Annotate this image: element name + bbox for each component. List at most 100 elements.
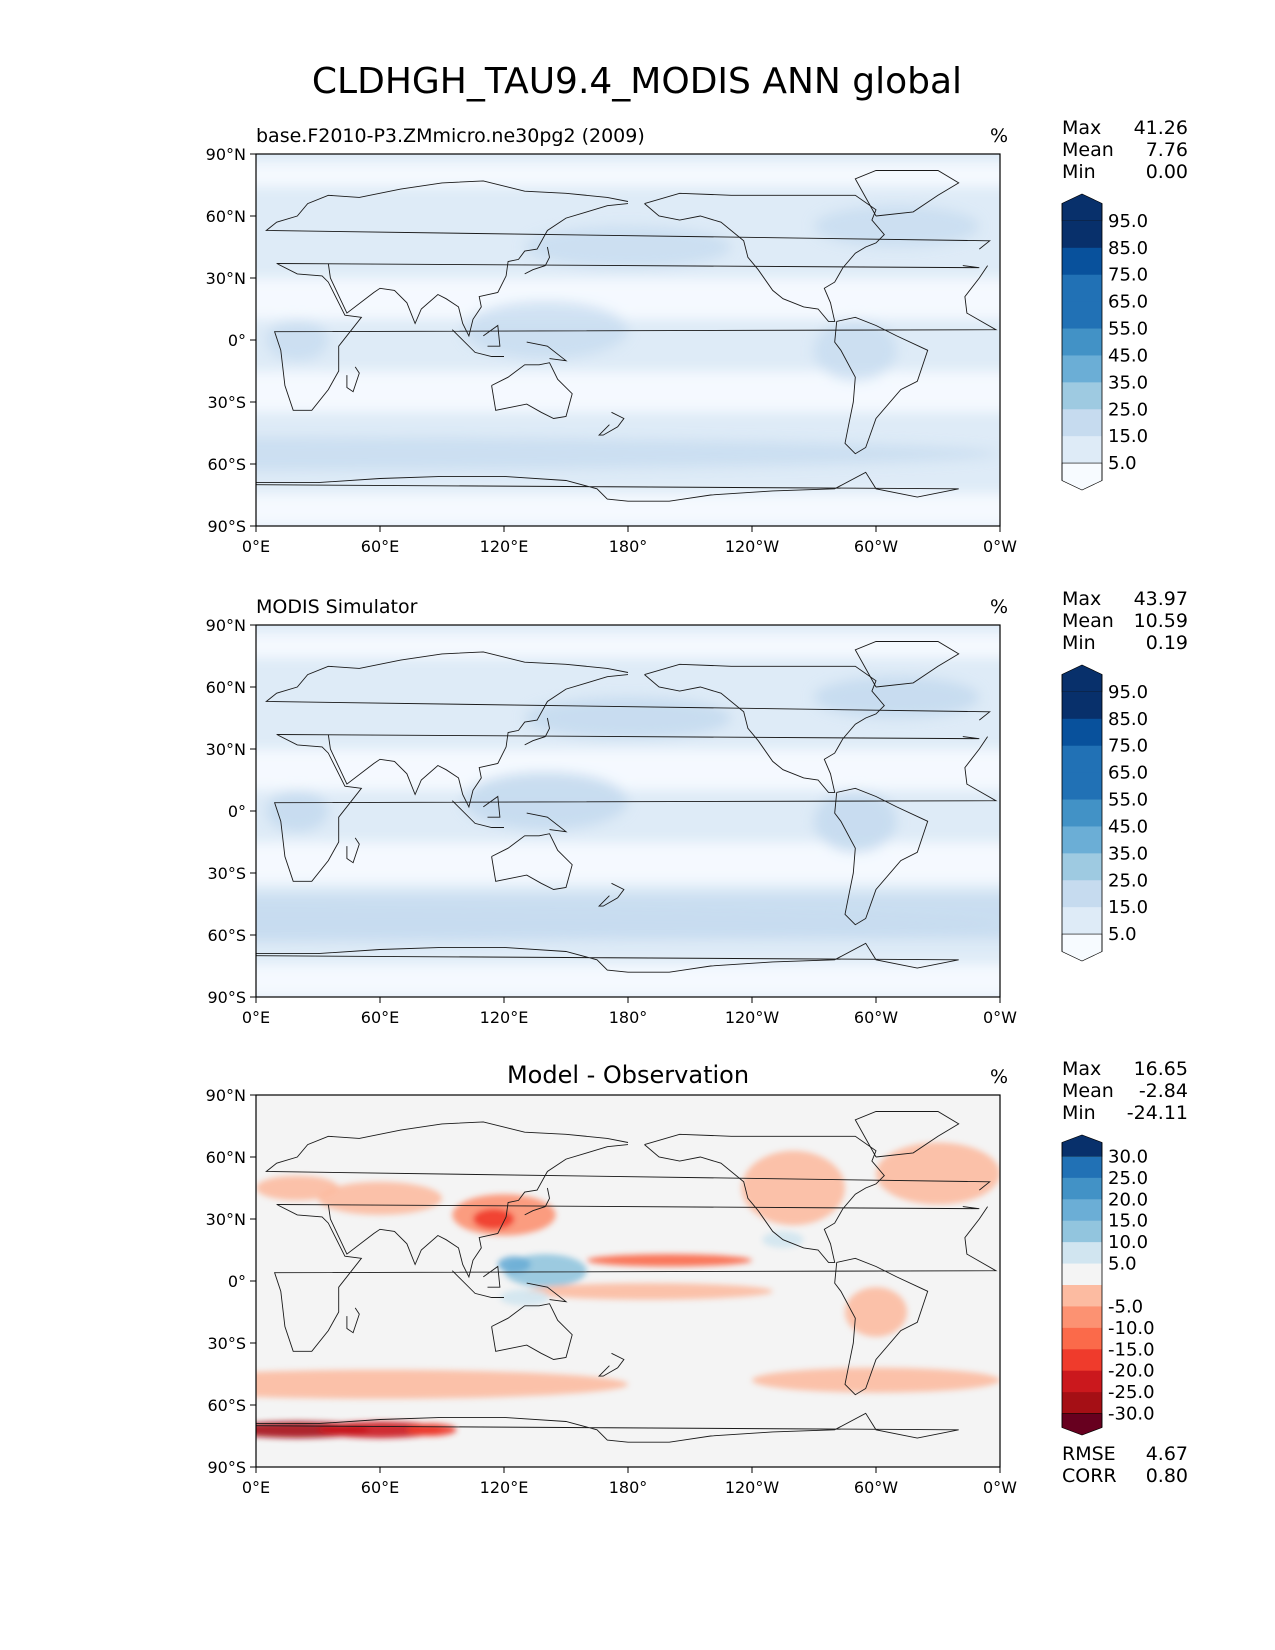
- colorbar-extend-top: [1061, 664, 1103, 693]
- contour-low-band: [256, 842, 1000, 884]
- colorbar-extend-bottom: [1061, 1413, 1103, 1436]
- lon-tick-label: 180°: [609, 1478, 648, 1497]
- colorbar-extend-bottom: [1061, 933, 1103, 962]
- colorbar-bin: [1062, 1306, 1102, 1329]
- map-field: [256, 1095, 1000, 1467]
- lon-tick-label: 60°E: [361, 1478, 399, 1497]
- stat-value: 0.00: [1146, 161, 1188, 183]
- lon-tick-label: 60°W: [854, 537, 898, 556]
- stat-label: Mean: [1062, 610, 1114, 632]
- lat-tick-label: 30°N: [206, 269, 246, 288]
- coastline: [346, 1307, 360, 1334]
- colorbar-tick-label: 10.0: [1108, 1232, 1148, 1253]
- contour-diff-region: [845, 1287, 907, 1337]
- coastline: [598, 1352, 625, 1377]
- contour-low-band: [256, 278, 1000, 320]
- coastline: [526, 1282, 568, 1303]
- colorbar-bin: [1062, 1392, 1102, 1415]
- stat-label: Max: [1062, 117, 1101, 139]
- colorbar-bin: [1062, 382, 1102, 410]
- colorbar-tick-label: -10.0: [1108, 1318, 1155, 1339]
- coastline: [491, 362, 573, 419]
- coastline: [524, 246, 550, 275]
- colorbar-bin: [1062, 691, 1102, 720]
- colorbar-tick-label: 85.0: [1108, 238, 1148, 259]
- colorbar-bin: [1062, 799, 1102, 827]
- colorbar-bin: [1062, 1177, 1102, 1200]
- contour-high-region: [814, 676, 980, 718]
- contour-diff-region: [406, 1423, 457, 1437]
- contour-high-region: [524, 697, 732, 739]
- lat-tick-label: 30°S: [207, 864, 246, 883]
- coastline: [256, 1412, 959, 1443]
- lat-tick-label: 30°S: [207, 1334, 246, 1353]
- colorbar-extend-top: [1061, 193, 1103, 222]
- colorbar-bin: [1062, 220, 1102, 249]
- panel-title: Model - Observation: [507, 1061, 749, 1089]
- lat-tick-label: 90°N: [206, 145, 246, 164]
- coastline: [644, 192, 885, 322]
- contour-low-band: [256, 162, 1000, 188]
- panel-title: base.F2010-P3.ZMmicro.ne30pg2 (2009): [256, 125, 645, 147]
- coastline: [273, 734, 998, 882]
- lon-tick-label: 0°W: [983, 1008, 1017, 1027]
- contour-diff-region: [586, 1254, 752, 1267]
- colorbar-tick-label: 65.0: [1108, 292, 1148, 313]
- field-background: [256, 1095, 1000, 1467]
- coastline: [451, 800, 504, 828]
- colorbar-tick-label: 25.0: [1108, 399, 1148, 420]
- colorbar-tick-label: 35.0: [1108, 843, 1148, 864]
- stat-value: 43.97: [1134, 588, 1188, 610]
- lat-tick-label: 30°N: [206, 1210, 246, 1229]
- map-panel-3: Model - Observation % 90°N 60°N 30°N 0° 30°S 60…: [206, 1058, 1188, 1497]
- colorbar-tick-label: 75.0: [1108, 265, 1148, 286]
- lat-tick-label: 30°N: [206, 740, 246, 759]
- map-panel-1: base.F2010-P3.ZMmicro.ne30pg2 (2009) % 90°…: [206, 117, 1188, 556]
- lat-tick-label: 90°N: [206, 1086, 246, 1105]
- lat-tick-label: 0°: [228, 1272, 246, 1291]
- colorbar-tick-label: 15.0: [1108, 1211, 1148, 1232]
- contour-high-region: [814, 790, 897, 853]
- coastline: [598, 411, 625, 436]
- stat-value: 10.59: [1134, 610, 1188, 632]
- units-label: %: [990, 1066, 1008, 1088]
- figure-title: CLDHGH_TAU9.4_MODIS ANN global: [312, 61, 962, 102]
- colorbar-bin: [1062, 1156, 1102, 1179]
- stat-label: Min: [1062, 632, 1096, 654]
- colorbar-tick-label: 35.0: [1108, 372, 1148, 393]
- units-label: %: [990, 125, 1008, 147]
- colorbar-bin: [1062, 880, 1102, 908]
- coastline: [524, 717, 550, 746]
- contour-high-region: [524, 226, 732, 268]
- colorbar-tick-label: -20.0: [1108, 1361, 1155, 1382]
- colorbar-bin: [1062, 1242, 1102, 1265]
- contour-diff-region: [473, 1208, 515, 1230]
- map-field: [256, 154, 1000, 526]
- colorbar-tick-label: 45.0: [1108, 816, 1148, 837]
- coastlines: [256, 641, 998, 973]
- extra-stat-label: RMSE: [1062, 1443, 1116, 1465]
- lat-tick-label: 60°S: [207, 455, 246, 474]
- lat-tick-label: 30°S: [207, 393, 246, 412]
- colorbar-bin: [1062, 301, 1102, 330]
- lon-tick-label: 60°W: [854, 1478, 898, 1497]
- colorbar-tick-label: 95.0: [1108, 682, 1148, 703]
- colorbar-tick-label: 15.0: [1108, 426, 1148, 447]
- contour-diff-region: [876, 1142, 1000, 1205]
- contour-high-region: [814, 205, 980, 247]
- lon-tick-label: 0°W: [983, 1478, 1017, 1497]
- colorbar: 95.0 85.0 75.0 65.0 55.0 45.0 35.0 25.0 15.0 5.0: [1061, 664, 1148, 962]
- coastline: [834, 1257, 929, 1396]
- colorbar-tick-label: 20.0: [1108, 1189, 1148, 1210]
- stat-label: Max: [1062, 588, 1101, 610]
- extra-stat-value: 0.80: [1146, 1465, 1188, 1487]
- coastline: [524, 1187, 550, 1216]
- lon-tick-label: 0°E: [242, 537, 270, 556]
- map-panel-2: MODIS Simulator % 90°N 60°N 30°N 0° 30°S 60°S 90…: [206, 588, 1188, 1027]
- lat-tick-label: 90°S: [207, 988, 246, 1007]
- coastline: [491, 1303, 573, 1360]
- lon-tick-label: 180°: [609, 537, 648, 556]
- colorbar-bin: [1062, 1327, 1102, 1350]
- colorbar-bin: [1062, 826, 1102, 854]
- lon-tick-label: 120°E: [480, 1478, 529, 1497]
